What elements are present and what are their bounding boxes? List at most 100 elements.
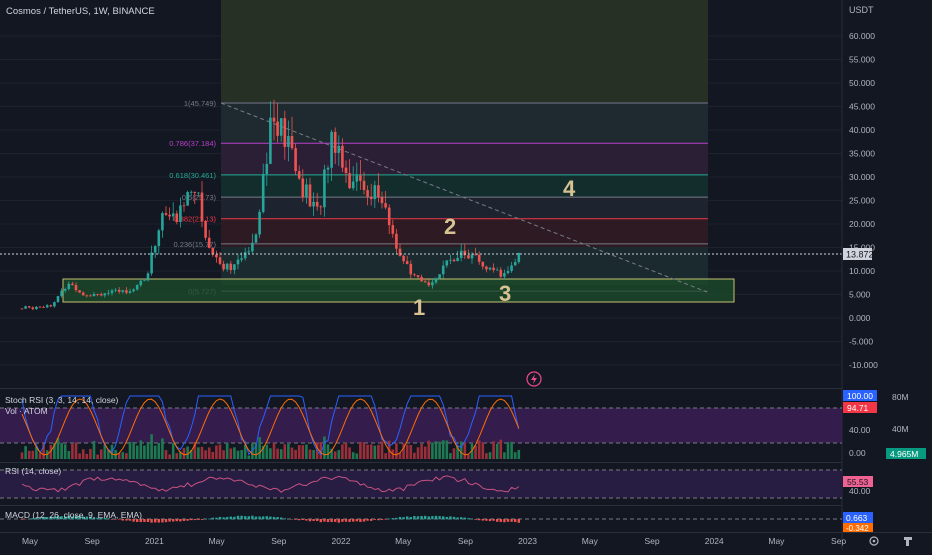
macd-bar — [352, 519, 354, 522]
candle-body — [104, 293, 107, 295]
macd-bar — [204, 519, 206, 520]
candle-body — [93, 294, 96, 296]
macd-bar — [478, 519, 480, 520]
volume-bar — [482, 442, 485, 459]
volume-bar — [24, 446, 27, 459]
candle-body — [438, 274, 441, 278]
macd-bar — [237, 516, 239, 520]
volume-bar — [323, 436, 326, 459]
macd-bar — [312, 519, 314, 521]
macd-bar — [453, 517, 455, 519]
price-tick-label: 35.000 — [849, 149, 875, 159]
candle-body — [330, 132, 333, 168]
volume-bar — [507, 442, 510, 459]
macd-bar — [496, 519, 498, 522]
macd-pane-divider — [0, 505, 842, 506]
candle-body — [291, 136, 294, 148]
macd-bar — [460, 517, 462, 519]
volume-bar — [258, 437, 261, 459]
candle-body — [150, 253, 153, 274]
candle-body — [273, 118, 276, 122]
macd-bar — [428, 516, 430, 519]
volume-bar — [125, 453, 128, 459]
candle-body — [140, 281, 143, 285]
candle-body — [147, 273, 150, 280]
time-axis-divider — [0, 532, 932, 533]
macd-bar — [158, 519, 160, 523]
price-tick-label: 0.000 — [849, 313, 871, 323]
candle-body — [75, 285, 78, 290]
candle-body — [381, 197, 384, 203]
candle-body — [186, 192, 189, 206]
candle-body — [208, 238, 211, 248]
volume-bar — [219, 445, 222, 459]
volume-bar — [280, 449, 283, 459]
volume-bar — [446, 441, 449, 459]
macd-bar — [212, 518, 214, 520]
time-axis-label: May — [209, 536, 226, 546]
volume-bar — [370, 444, 373, 459]
volume-bar — [496, 444, 499, 459]
candle-body — [96, 294, 99, 295]
volume-bar — [168, 454, 171, 459]
macd-bar — [258, 517, 260, 520]
candle-body — [348, 173, 351, 188]
candle-body — [136, 285, 139, 289]
candle-body — [168, 215, 171, 217]
support-zone[interactable] — [63, 279, 734, 302]
macd-bar — [510, 519, 512, 522]
candle-body — [194, 192, 197, 193]
candle-body — [489, 268, 492, 270]
macd-bar — [222, 517, 224, 519]
candle-body — [68, 284, 71, 289]
macd-bar — [338, 519, 340, 523]
macd-bar — [298, 519, 300, 520]
volume-bar — [226, 443, 229, 459]
volume-bar — [431, 443, 434, 459]
price-tick-label: -5.000 — [849, 337, 873, 347]
volume-bar — [78, 453, 81, 459]
macd-bar — [194, 519, 196, 520]
macd-bar — [197, 519, 199, 520]
candle-body — [305, 184, 308, 197]
fib-shade-5 — [221, 219, 708, 247]
candle-body — [89, 296, 92, 297]
annotation-2: 2 — [444, 214, 456, 239]
vol-tick-40m: 40M — [892, 424, 909, 434]
fib-shade-2 — [221, 143, 708, 175]
candle-body — [399, 249, 402, 256]
candle-body — [474, 254, 477, 255]
price-tick-label: 55.000 — [849, 55, 875, 65]
candle-body — [183, 205, 186, 206]
volume-bar — [197, 447, 200, 459]
macd-bar — [359, 519, 361, 522]
volume-bar — [356, 454, 359, 459]
macd-bar — [226, 517, 228, 519]
time-axis-label: 2024 — [705, 536, 724, 546]
macd-bar — [305, 519, 307, 521]
macd-bar — [464, 518, 466, 520]
volume-bar — [165, 450, 168, 459]
candle-body — [384, 203, 387, 207]
volume-bar — [298, 445, 301, 459]
volume-bar — [150, 434, 153, 459]
volume-bar — [384, 453, 387, 459]
candle-body — [287, 136, 290, 147]
volume-bar — [302, 445, 305, 459]
candle-body — [276, 122, 279, 136]
macd-bar — [492, 519, 494, 521]
candle-body — [442, 266, 445, 275]
candle-body — [258, 212, 261, 235]
candle-body — [111, 290, 114, 292]
candle-body — [410, 264, 413, 274]
volume-bar — [438, 442, 441, 459]
volume-bar — [244, 445, 247, 459]
candle-body — [78, 290, 81, 292]
candle-body — [244, 252, 247, 258]
macd-bar — [395, 518, 397, 519]
fib-shade-3 — [221, 175, 708, 197]
candle-body — [453, 260, 456, 261]
macd-bar — [143, 519, 145, 522]
